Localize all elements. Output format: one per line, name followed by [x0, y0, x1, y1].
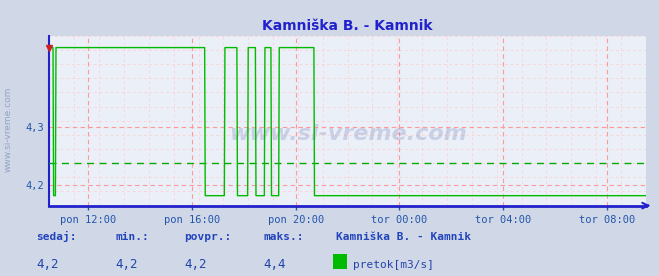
Text: www.si-vreme.com: www.si-vreme.com [3, 87, 13, 172]
Text: pretok[m3/s]: pretok[m3/s] [353, 260, 434, 270]
Text: Kamniška B. - Kamnik: Kamniška B. - Kamnik [336, 232, 471, 242]
Text: min.:: min.: [115, 232, 149, 242]
Text: maks.:: maks.: [264, 232, 304, 242]
Text: sedaj:: sedaj: [36, 231, 76, 242]
Text: www.si-vreme.com: www.si-vreme.com [229, 124, 467, 144]
Text: povpr.:: povpr.: [185, 232, 232, 242]
Title: Kamniška B. - Kamnik: Kamniška B. - Kamnik [262, 19, 433, 33]
Text: 4,4: 4,4 [264, 258, 286, 271]
Text: 4,2: 4,2 [36, 258, 59, 271]
Text: 4,2: 4,2 [115, 258, 138, 271]
Text: 4,2: 4,2 [185, 258, 207, 271]
